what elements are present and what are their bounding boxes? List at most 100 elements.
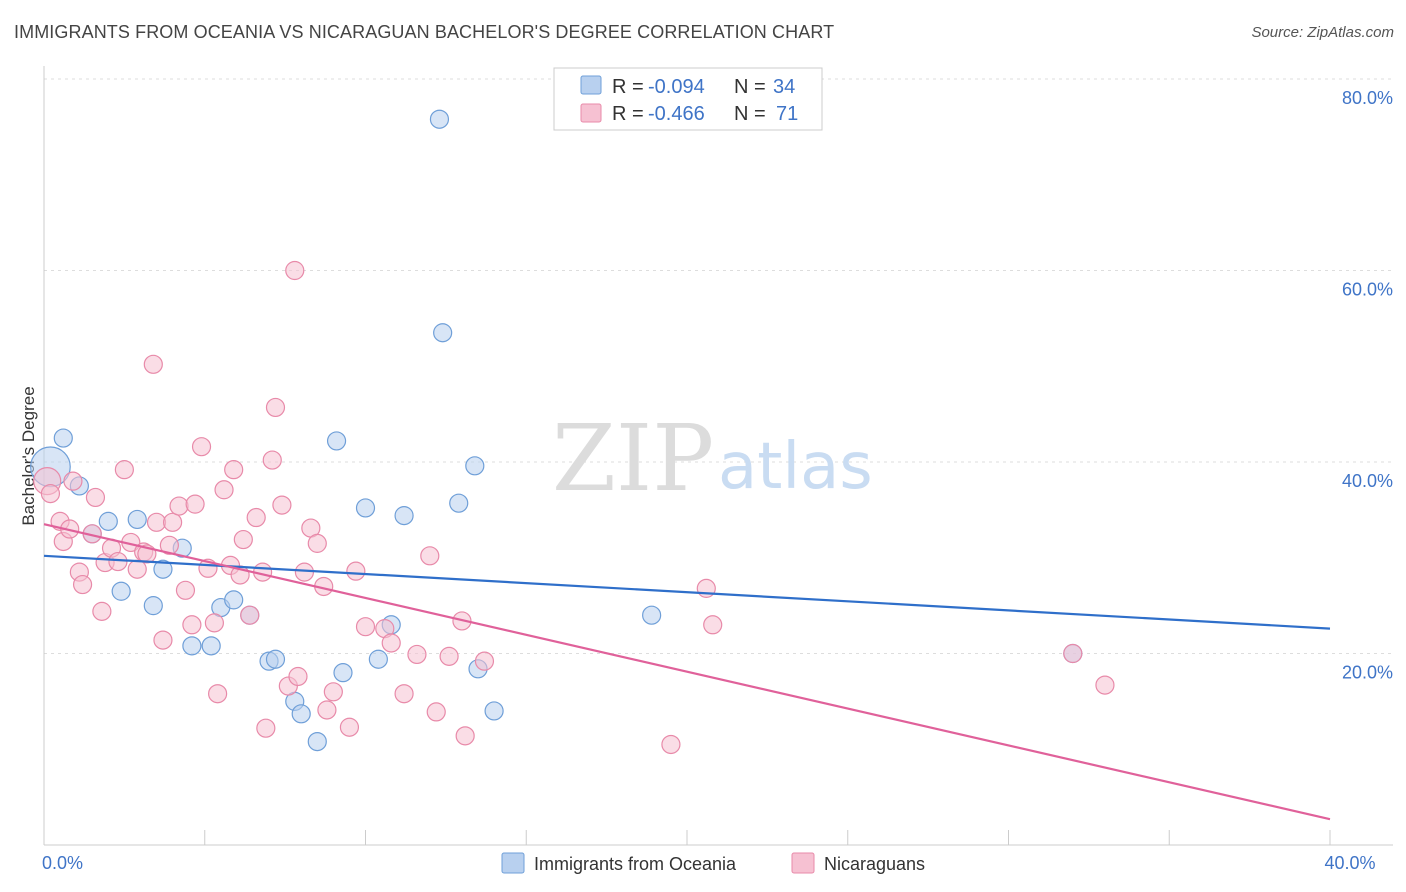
nicaraguan-point-28 — [191, 437, 212, 457]
x-tick-label-40: 40.0% — [1324, 853, 1375, 873]
nicaraguan-point-51 — [317, 700, 337, 720]
oceania-point-6 — [127, 509, 147, 530]
nicaraguan-point-47 — [294, 562, 315, 582]
y-tick-labels: 20.0% 40.0% 60.0% 80.0% — [1342, 88, 1393, 683]
nicaraguan-point-14 — [114, 460, 134, 480]
nicaraguan-point-41 — [262, 450, 282, 470]
nicaraguan-point-31 — [208, 684, 228, 704]
legend-n-value-oceania: 34 — [773, 76, 795, 98]
legend: R = -0.094 N = 34 R = -0.466 N = 71 — [553, 67, 823, 131]
oceania-point-20 — [326, 431, 347, 451]
nicaraguan-point-23 — [163, 512, 183, 532]
oceania-point-5 — [111, 581, 131, 601]
x-ticks — [204, 830, 1331, 845]
nicaraguan-point-49 — [307, 533, 327, 553]
nicaraguan-point-57 — [381, 633, 401, 653]
nicaraguan-point-9 — [85, 487, 106, 508]
nicaraguan-point-64 — [455, 726, 475, 746]
oceania-point-11 — [201, 636, 221, 656]
x-tick-label-0: 0.0% — [42, 853, 83, 873]
nicaraguan-point-1 — [40, 483, 61, 504]
nicaraguan-point-52 — [323, 682, 343, 702]
nicaraguan-point-24 — [169, 496, 189, 516]
nicaraguan-point-16 — [127, 559, 147, 579]
watermark-zip: ZIP — [552, 405, 714, 512]
bottom-legend-swatch-oceania — [501, 852, 525, 874]
nicaraguan-point-58 — [394, 684, 414, 704]
oceania-trend-line — [43, 554, 1331, 630]
nicaraguan-point-25 — [175, 580, 196, 600]
nicaraguan-point-45 — [285, 260, 305, 281]
nicaraguan-point-70 — [1095, 675, 1115, 695]
x-tick-labels: 0.0% 40.0% — [42, 853, 1376, 873]
oceania-point-10 — [182, 636, 202, 656]
nicaraguan-point-10 — [92, 601, 112, 621]
oceania-point-13 — [224, 590, 244, 610]
oceania-point-22 — [355, 498, 376, 518]
bottom-legend: Immigrants from Oceania Nicaraguans — [501, 852, 925, 874]
nicaraguan-point-69 — [1063, 643, 1083, 664]
y-tick-label-40: 40.0% — [1342, 471, 1393, 491]
oceania-point-21 — [333, 663, 353, 683]
nicaraguan-point-27 — [185, 494, 205, 514]
oceania-point-23 — [368, 649, 388, 669]
nicaraguan-point-59 — [407, 644, 427, 665]
y-tick-label-60: 60.0% — [1342, 280, 1393, 300]
bottom-legend-label-oceania: Immigrants from Oceania — [534, 854, 737, 874]
watermark-atlas: atlas — [718, 430, 873, 504]
nicaraguan-point-19 — [143, 354, 163, 374]
nicaraguan-point-42 — [265, 397, 286, 418]
legend-swatch-oceania — [580, 75, 602, 95]
oceania-point-26 — [429, 109, 450, 129]
oceania-point-7 — [143, 596, 163, 616]
legend-n-label-oceania: N = — [734, 76, 766, 98]
y-axis-label: Bachelor's Degree — [19, 386, 38, 525]
y-tick-label-20: 20.0% — [1342, 663, 1393, 683]
nicaraguan-point-62 — [439, 646, 459, 666]
bottom-legend-label-nicaraguans: Nicaraguans — [824, 854, 925, 874]
trend-lines — [43, 523, 1331, 821]
nicaraguan-point-26 — [182, 615, 202, 635]
legend-r-label-nicaraguans: R = — [612, 103, 644, 125]
bottom-legend-swatch-nicaraguans — [791, 852, 815, 874]
oceania-point-1 — [53, 428, 73, 448]
oceania-point-25 — [394, 506, 414, 526]
nicaraguan-point-53 — [339, 717, 360, 737]
nicaraguan-point-55 — [355, 617, 376, 637]
nicaraguan-point-20 — [146, 512, 167, 532]
nicaraguan-point-66 — [661, 734, 681, 755]
nicaraguan-point-46 — [288, 666, 308, 687]
nicaraguan-point-5 — [63, 471, 83, 491]
legend-r-value-oceania: -0.094 — [648, 76, 705, 98]
nicaraguan-point-37 — [240, 605, 260, 625]
nicaraguan-trend-line — [43, 523, 1331, 821]
nicaraguan-point-60 — [420, 546, 440, 566]
oceania-point-8 — [153, 559, 173, 579]
nicaraguan-point-65 — [474, 651, 495, 671]
nicaraguan-point-54 — [346, 561, 366, 581]
oceania-point-27 — [433, 323, 453, 343]
nicaraguan-point-40 — [256, 718, 276, 738]
oceania-point-28 — [449, 493, 469, 513]
oceania-point-18 — [291, 704, 311, 724]
nicaraguan-point-13 — [108, 551, 128, 572]
legend-swatch-nicaraguans — [580, 103, 602, 123]
legend-n-label-nicaraguans: N = — [734, 103, 766, 125]
nicaraguan-point-32 — [214, 480, 234, 500]
oceania-point-32 — [642, 605, 662, 625]
nicaraguan-point-68 — [703, 615, 723, 635]
oceania-point-19 — [307, 731, 327, 752]
nicaraguan-point-38 — [246, 507, 266, 528]
nicaraguan-point-34 — [224, 460, 244, 480]
oceania-point-31 — [484, 701, 504, 721]
page-title: IMMIGRANTS FROM OCEANIA VS NICARAGUAN BA… — [14, 22, 835, 42]
nicaraguan-point-30 — [204, 613, 224, 633]
legend-r-label-oceania: R = — [612, 76, 644, 98]
source-label: Source: ZipAtlas.com — [1251, 24, 1394, 41]
nicaraguan-point-36 — [233, 529, 253, 550]
nicaraguan-point-7 — [72, 574, 93, 595]
oceania-point-29 — [465, 456, 485, 476]
legend-r-value-nicaraguans: -0.466 — [648, 103, 705, 125]
y-tick-label-80: 80.0% — [1342, 88, 1393, 108]
